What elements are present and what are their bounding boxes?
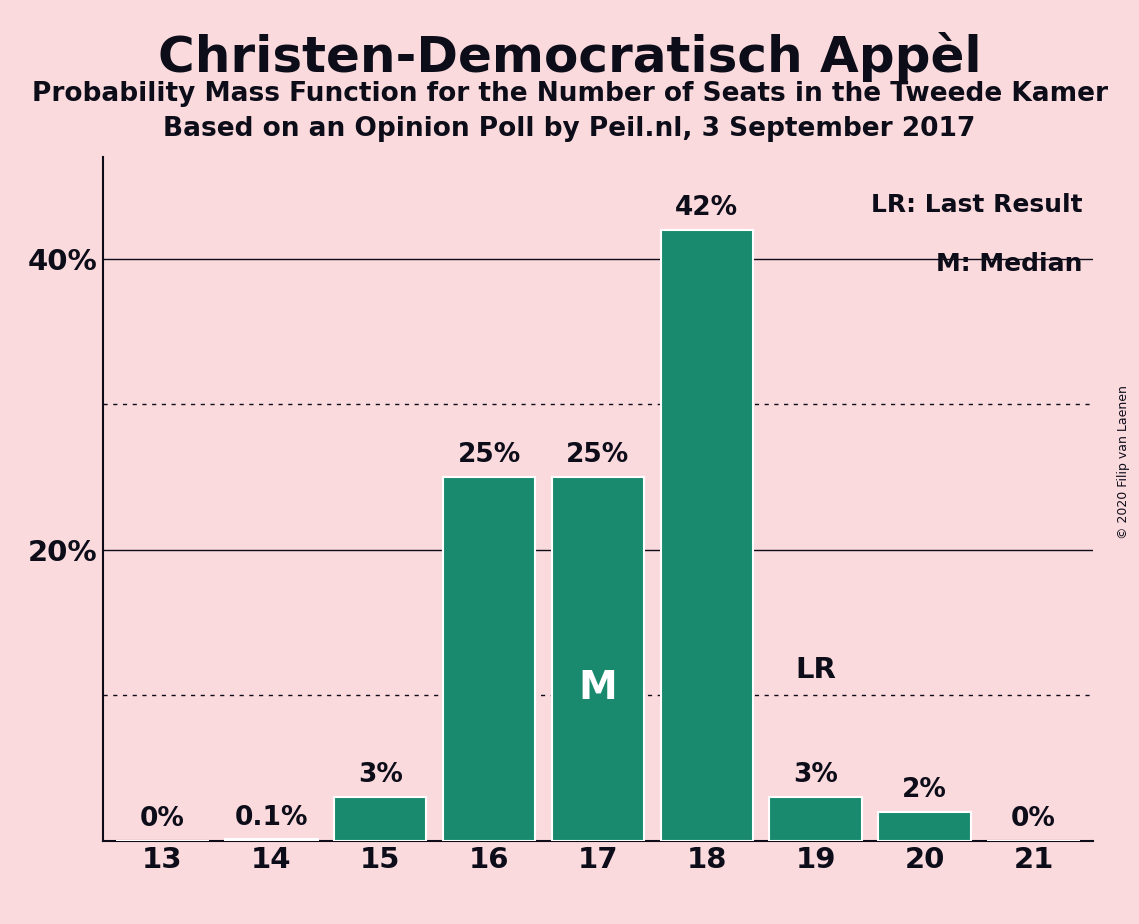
Bar [443,477,535,841]
Bar [878,812,970,841]
Text: 0.1%: 0.1% [235,805,308,831]
Text: 25%: 25% [566,443,630,468]
Text: © 2020 Filip van Laenen: © 2020 Filip van Laenen [1117,385,1130,539]
Bar [334,797,426,841]
Text: 3%: 3% [794,762,838,788]
Bar [770,797,862,841]
Text: M: M [579,669,617,707]
Text: M: Median: M: Median [936,251,1082,275]
Text: LR: LR [795,656,836,684]
Text: 25%: 25% [458,443,521,468]
Text: 0%: 0% [140,806,185,833]
Text: 0%: 0% [1011,806,1056,833]
Text: Christen-Democratisch Appèl: Christen-Democratisch Appèl [157,32,982,82]
Text: Probability Mass Function for the Number of Seats in the Tweede Kamer: Probability Mass Function for the Number… [32,81,1107,107]
Text: 42%: 42% [675,195,738,221]
Text: 2%: 2% [902,777,948,803]
Text: Based on an Opinion Poll by Peil.nl, 3 September 2017: Based on an Opinion Poll by Peil.nl, 3 S… [163,116,976,142]
Bar [226,839,318,841]
Bar [661,230,753,841]
Bar [551,477,645,841]
Text: 3%: 3% [358,762,402,788]
Text: LR: Last Result: LR: Last Result [871,193,1082,217]
